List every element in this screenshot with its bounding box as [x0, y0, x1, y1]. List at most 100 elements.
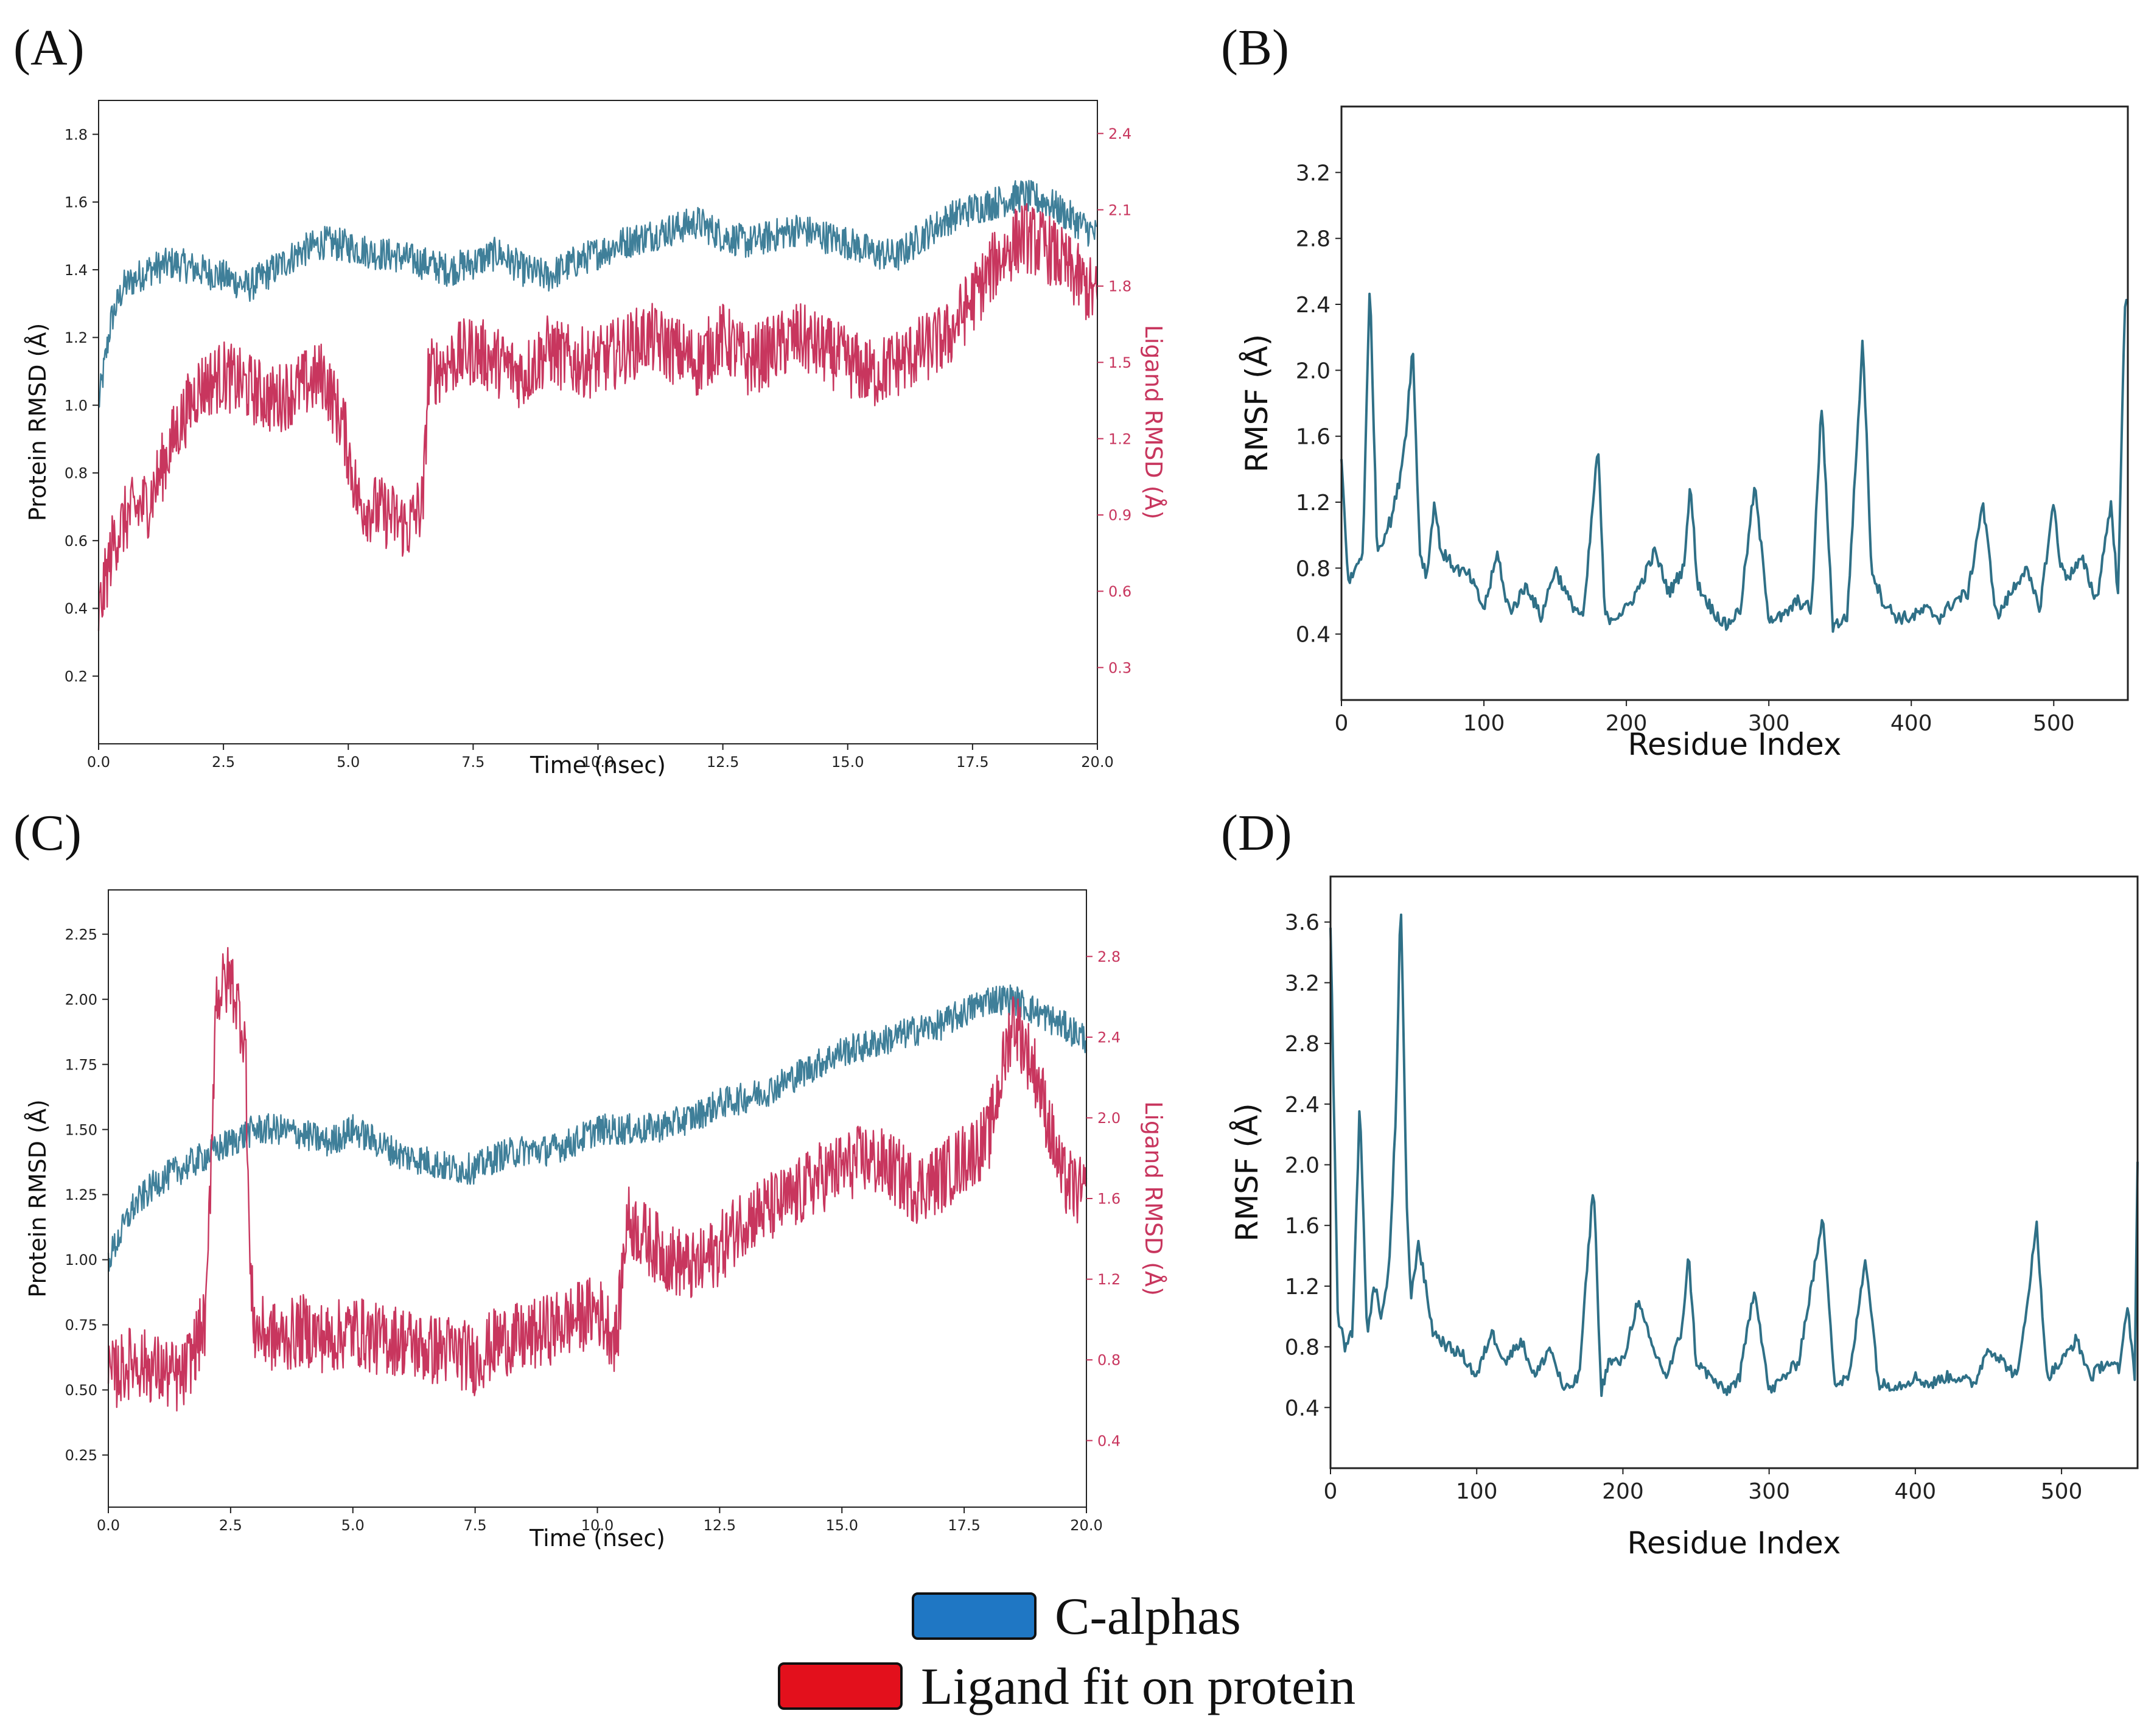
panel-label-b: (B) [1221, 19, 1289, 76]
y-tick-label: 0.8 [1296, 556, 1331, 581]
y2-tick-label: 2.8 [1097, 948, 1121, 965]
x-axis-label: Residue Index [1628, 727, 1842, 762]
legend-label-ligand: Ligand fit on protein [921, 1657, 1356, 1715]
y2-tick-label: 1.5 [1108, 354, 1131, 371]
y-tick-label: 2.0 [1296, 359, 1331, 383]
y-tick-label: 1.00 [65, 1251, 97, 1269]
plot-frame-c [108, 889, 1087, 1508]
x-tick-label: 7.5 [464, 1517, 487, 1534]
x-tick-label: 100 [1456, 1479, 1498, 1504]
x-axis-label: Residue Index [1628, 1525, 1841, 1561]
y-tick-label: 1.2 [65, 329, 88, 346]
y-tick-label: 0.8 [1285, 1335, 1320, 1360]
legend-item-ligand: Ligand fit on protein [778, 1656, 1355, 1717]
y-tick-label: 0.75 [65, 1317, 97, 1334]
y-tick-label: 1.4 [65, 262, 88, 279]
y2-tick-label: 2.0 [1097, 1110, 1121, 1127]
x-tick-label: 500 [2041, 1479, 2083, 1504]
y-tick-label: 2.4 [1285, 1093, 1320, 1118]
x-tick-label: 400 [1895, 1479, 1937, 1504]
y2-tick-label: 0.9 [1108, 507, 1131, 524]
x-tick-label: 15.0 [831, 754, 864, 771]
x-tick-label: 20.0 [1070, 1517, 1102, 1534]
x-tick-label: 10.0 [582, 754, 614, 771]
x-tick-label: 12.5 [707, 754, 739, 771]
x-tick-label: 20.0 [1081, 754, 1113, 771]
x-tick-label: 0.0 [97, 1517, 120, 1534]
series-line-a-1 [97, 203, 1099, 631]
y2-tick-label: 0.3 [1108, 659, 1131, 676]
x-tick-label: 10.0 [581, 1517, 614, 1534]
y-tick-label: 1.0 [65, 397, 88, 414]
x-tick-label: 200 [1606, 711, 1648, 736]
plot-frame-d [1329, 875, 2139, 1469]
y-tick-label: 1.2 [1296, 491, 1331, 516]
y-tick-label: 0.50 [65, 1382, 97, 1399]
y2-axis-label: Ligand RMSD (Å) [1140, 1101, 1167, 1296]
x-tick-label: 200 [1602, 1479, 1644, 1504]
series-line-b-0 [1340, 292, 2129, 633]
chart-b: 0 100 200 300 400 500 0.4 0.8 1.2 1.6 2.0 2.4 2.8 3.2… [1239, 105, 2129, 762]
x-tick-label: 100 [1463, 711, 1505, 736]
y-tick-label: 1.25 [65, 1186, 97, 1203]
x-tick-label: 2.5 [219, 1517, 242, 1534]
y-tick-label: 1.75 [65, 1056, 97, 1073]
y-tick-label: 0.8 [65, 465, 88, 482]
y2-axis-label: Ligand RMSD (Å) [1140, 325, 1167, 520]
y2-tick-label: 0.8 [1097, 1352, 1121, 1369]
x-tick-label: 500 [2033, 711, 2075, 736]
y-tick-label: 2.00 [65, 991, 97, 1008]
chart-d: 0 100 200 300 400 500 0.4 0.8 1.2 1.6 2.0 2.4 2.8 3.2… [1229, 875, 2139, 1561]
legend-item-c-alphas: C-alphas [912, 1586, 1241, 1647]
y-tick-label: 2.25 [65, 926, 97, 943]
y-tick-label: 0.25 [65, 1447, 97, 1464]
x-tick-label: 0 [1335, 711, 1349, 736]
x-tick-label: 400 [1890, 711, 1932, 736]
y-tick-label: 1.6 [1285, 1214, 1320, 1239]
y2-tick-label: 1.8 [1108, 278, 1131, 295]
y-tick-label: 0.4 [1285, 1396, 1320, 1421]
legend-label-c-alphas: C-alphas [1055, 1587, 1241, 1645]
y-tick-label: 2.8 [1285, 1032, 1320, 1057]
y-tick-label: 3.2 [1285, 971, 1320, 996]
y-tick-label: 1.50 [65, 1121, 97, 1138]
x-tick-label: 2.5 [212, 754, 235, 771]
plot-frame-a [98, 100, 1098, 744]
y-tick-label: 2.4 [1296, 293, 1331, 318]
y2-tick-label: 1.2 [1097, 1271, 1121, 1288]
y-tick-label: 1.6 [1296, 425, 1331, 450]
x-tick-label: 5.0 [341, 1517, 365, 1534]
y-tick-label: 3.2 [1296, 161, 1331, 186]
x-axis-label: Time (nsec) [529, 1525, 665, 1552]
x-tick-label: 17.5 [948, 1517, 980, 1534]
y-tick-label: 2.8 [1296, 227, 1331, 252]
series-line-d-0 [1329, 913, 2139, 1398]
chart-a: 0.0 2.5 5.0 7.5 10.0 12.5 15.0 17.5 20.0 0.2 0.4 0.… [24, 100, 1167, 779]
y-tick-label: 0.6 [65, 533, 88, 550]
x-tick-label: 5.0 [337, 754, 360, 771]
y-tick-label: 1.8 [65, 126, 88, 143]
y2-tick-label: 0.4 [1097, 1432, 1121, 1449]
legend-swatch-ligand [778, 1662, 903, 1710]
x-tick-label: 0 [1324, 1479, 1338, 1504]
y-tick-label: 1.6 [65, 194, 88, 211]
x-tick-label: 17.5 [956, 754, 988, 771]
y2-tick-label: 2.1 [1108, 201, 1131, 219]
x-tick-label: 0.0 [87, 754, 110, 771]
y-tick-label: 0.2 [65, 668, 88, 685]
y-axis-label: RMSF (Å) [1239, 334, 1275, 473]
series-line-c-0 [107, 984, 1088, 1272]
y2-tick-label: 0.6 [1108, 583, 1131, 600]
y-tick-label: 2.0 [1285, 1153, 1320, 1178]
y-axis-label: Protein RMSD (Å) [24, 323, 51, 522]
x-tick-label: 15.0 [826, 1517, 858, 1534]
series-line-c-1 [107, 947, 1088, 1412]
panel-label-c: (C) [13, 805, 82, 861]
y2-tick-label: 1.6 [1097, 1191, 1121, 1208]
x-tick-label: 7.5 [461, 754, 484, 771]
legend-swatch-c-alphas [912, 1592, 1037, 1640]
panel-label-a: (A) [13, 19, 85, 76]
x-tick-label: 12.5 [704, 1517, 736, 1534]
y2-tick-label: 2.4 [1108, 125, 1131, 142]
y-axis-label: RMSF (Å) [1229, 1103, 1265, 1242]
